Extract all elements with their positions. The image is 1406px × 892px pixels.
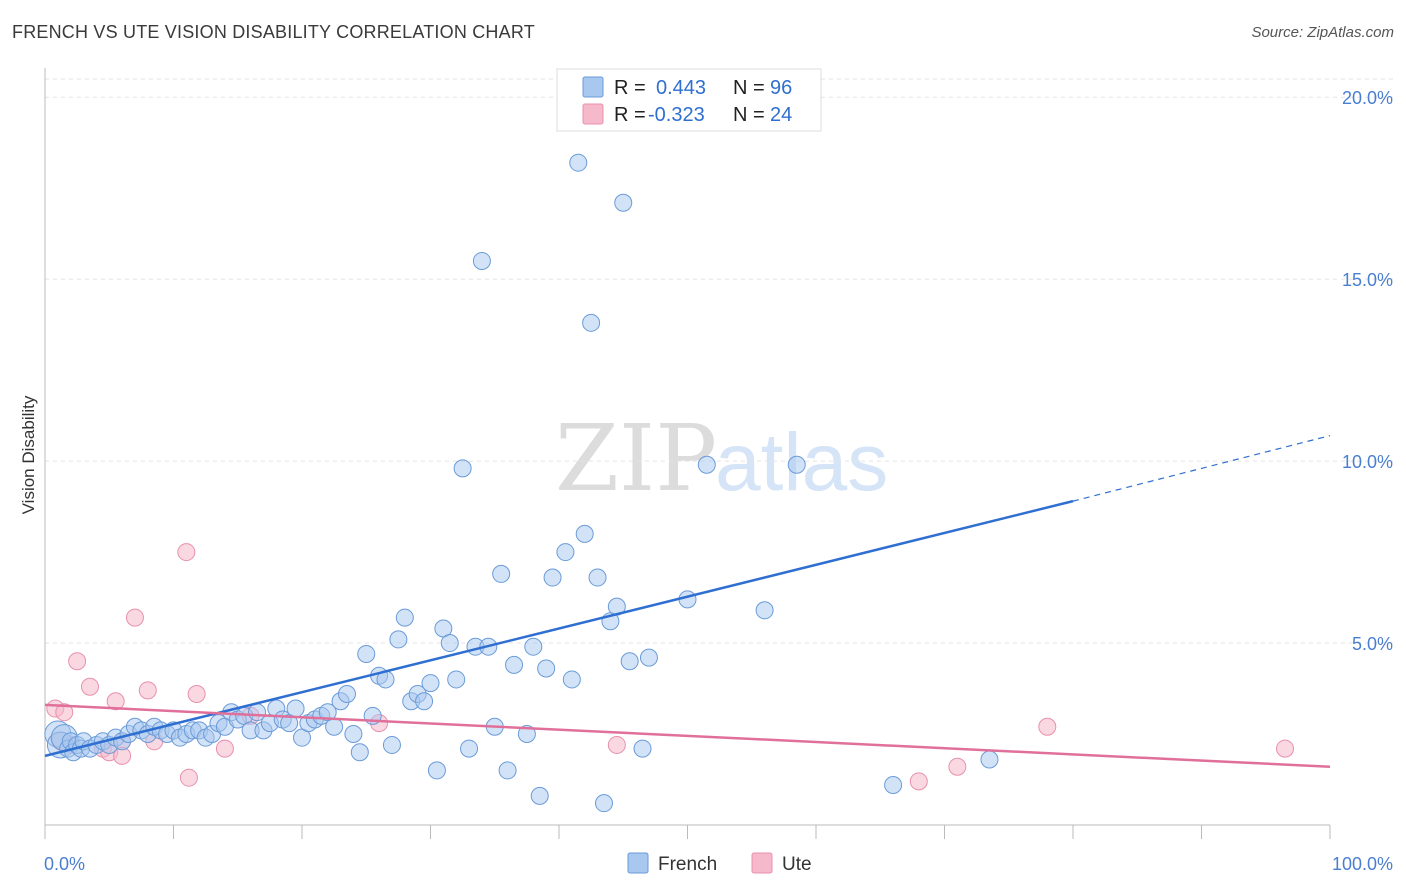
y-tick-label: 15.0% xyxy=(1342,270,1393,290)
x-tick-labels: 0.0% 100.0% xyxy=(44,854,1393,874)
french-trend-line xyxy=(44,499,1074,758)
ute-point xyxy=(68,652,87,671)
bottom-legend: French Ute xyxy=(627,852,812,875)
ute-point xyxy=(1038,717,1057,736)
axes xyxy=(44,68,1331,839)
french-point xyxy=(562,670,581,689)
legend-french-n-label: N = xyxy=(733,77,765,99)
ute-point xyxy=(179,768,198,787)
french-point xyxy=(440,634,459,653)
french-point xyxy=(582,313,601,332)
chart-source: Source: ZipAtlas.com xyxy=(1251,24,1394,41)
legend-ute-n-label: N = xyxy=(733,104,765,126)
french-point xyxy=(421,674,440,693)
french-point xyxy=(980,750,999,769)
french-point xyxy=(472,251,491,270)
french-point xyxy=(787,455,806,474)
french-point xyxy=(415,692,434,711)
legend-ute-n-value: 24 xyxy=(770,104,792,126)
legend-french-r-label: R = xyxy=(614,77,646,99)
french-point xyxy=(517,725,536,744)
bottom-legend-swatch-french xyxy=(627,852,649,874)
y-axis-label: Vision Disability xyxy=(19,395,38,514)
bottom-legend-ute: Ute xyxy=(782,854,812,875)
french-point xyxy=(427,761,446,780)
ute-point xyxy=(125,608,144,627)
ute-point xyxy=(215,739,234,758)
french-point xyxy=(344,725,363,744)
french-point xyxy=(447,670,466,689)
legend-ute-r-value: -0.323 xyxy=(648,104,705,126)
bottom-legend-french: French xyxy=(658,854,717,875)
french-point xyxy=(614,193,633,212)
ute-point xyxy=(1276,739,1295,758)
french-point xyxy=(620,652,639,671)
y-tick-labels: 5.0% 10.0% 15.0% 20.0% xyxy=(1342,88,1393,654)
french-point xyxy=(633,739,652,758)
ute-point xyxy=(55,703,74,722)
chart-title: FRENCH VS UTE VISION DISABILITY CORRELAT… xyxy=(12,22,535,42)
ute-point xyxy=(80,677,99,696)
ute-point xyxy=(138,681,157,700)
french-point xyxy=(537,659,556,678)
french-trend-extension xyxy=(1072,435,1331,502)
bottom-legend-swatch-ute xyxy=(751,852,773,874)
french-point xyxy=(453,459,472,478)
x-tick-label-min: 0.0% xyxy=(44,854,85,874)
french-point xyxy=(492,564,511,583)
french-point xyxy=(505,655,524,674)
legend-swatch-french xyxy=(582,76,604,98)
french-point xyxy=(639,648,658,667)
french-point xyxy=(575,524,594,543)
trend-lines xyxy=(44,435,1331,769)
ute-point xyxy=(177,543,196,562)
x-tick-label-max: 100.0% xyxy=(1332,854,1393,874)
french-point xyxy=(395,608,414,627)
ute-point xyxy=(187,684,206,703)
french-point xyxy=(524,637,543,656)
french-point xyxy=(350,743,369,762)
ute-point xyxy=(948,757,967,776)
french-point xyxy=(325,717,344,736)
ute-trend-line xyxy=(44,703,1331,769)
ute-points xyxy=(46,543,1295,791)
legend-french-n-value: 96 xyxy=(770,77,792,99)
french-point xyxy=(357,644,376,663)
ute-point xyxy=(607,735,626,754)
watermark-zip: ZIP xyxy=(555,405,717,512)
legend: R = 0.443 N = 96 R = -0.323 N = 24 xyxy=(556,68,822,132)
french-point xyxy=(389,630,408,649)
french-point xyxy=(755,601,774,620)
french-point xyxy=(569,153,588,172)
french-point xyxy=(286,699,305,718)
gridlines xyxy=(45,78,1393,644)
legend-swatch-ute xyxy=(582,103,604,125)
french-point xyxy=(556,543,575,562)
legend-french-r-value: 0.443 xyxy=(656,77,706,99)
y-tick-label: 20.0% xyxy=(1342,88,1393,108)
ute-point xyxy=(106,692,125,711)
french-point xyxy=(588,568,607,587)
french-point xyxy=(382,735,401,754)
french-point xyxy=(498,761,517,780)
y-tick-label: 10.0% xyxy=(1342,452,1393,472)
ute-point xyxy=(909,772,928,791)
watermark: ZIP atlas xyxy=(555,405,888,512)
french-point xyxy=(594,794,613,813)
french-point xyxy=(697,455,716,474)
french-point xyxy=(530,786,549,805)
french-point xyxy=(337,684,356,703)
french-point xyxy=(460,739,479,758)
y-tick-label: 5.0% xyxy=(1352,634,1393,654)
french-point xyxy=(543,568,562,587)
legend-ute-r-label: R = xyxy=(614,104,646,126)
french-point xyxy=(884,775,903,794)
